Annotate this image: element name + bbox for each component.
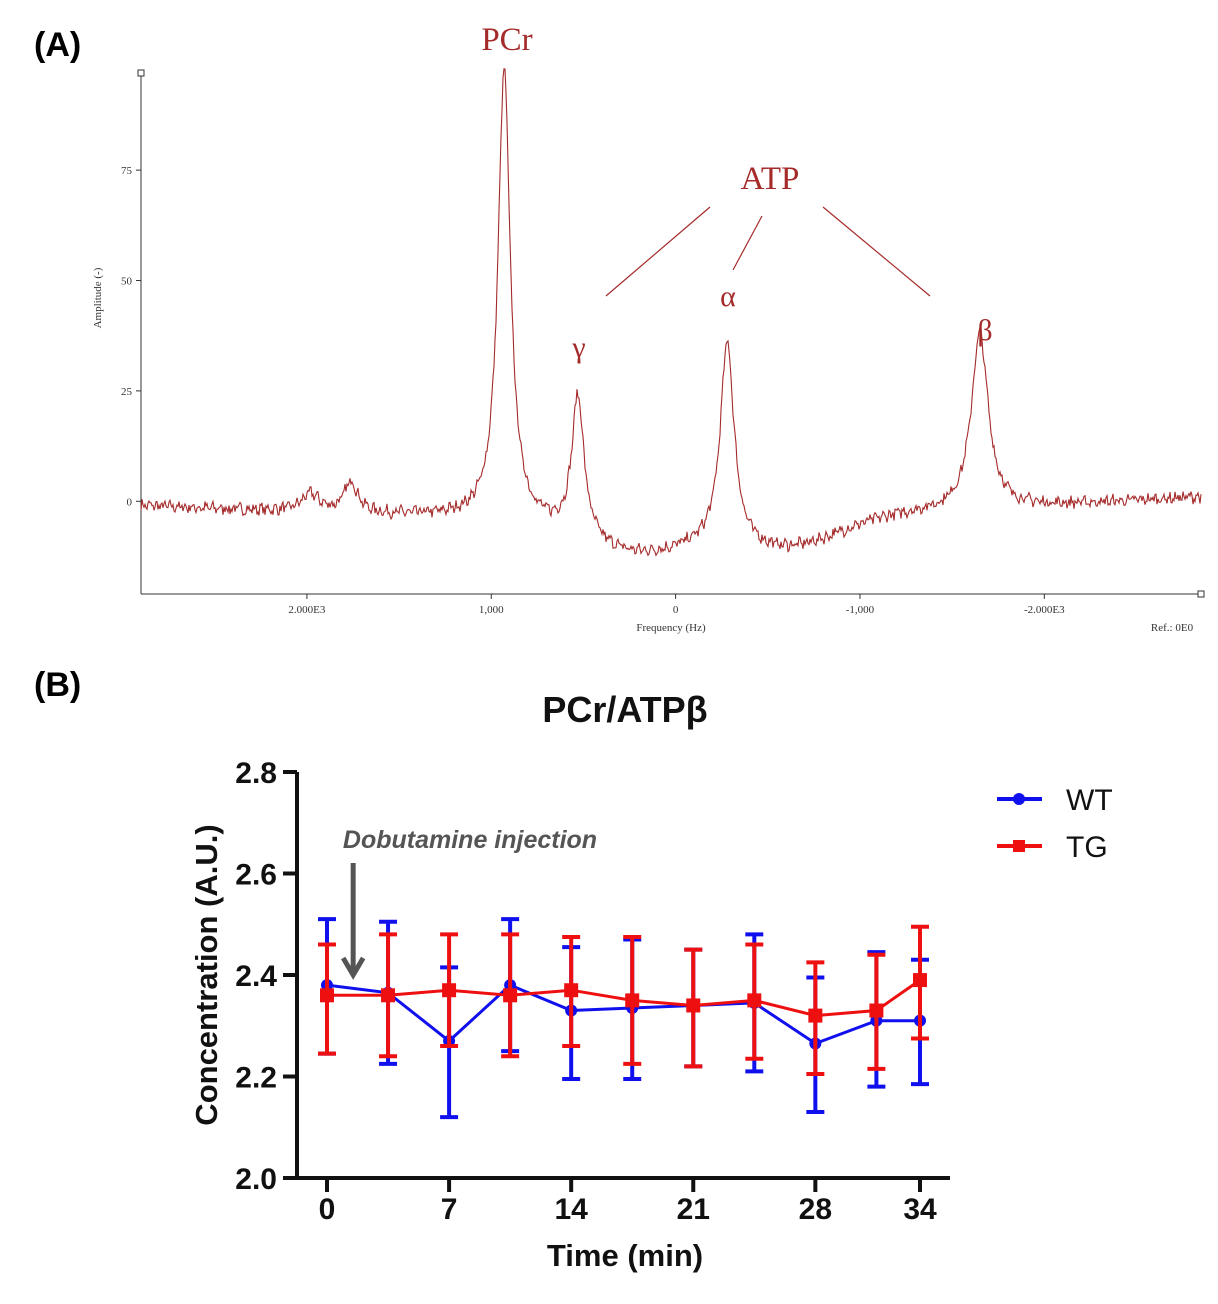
- tg-point: [320, 988, 334, 1003]
- y-axis-end-handle: [137, 69, 145, 77]
- wt-point: [626, 1001, 639, 1014]
- series-wt: [318, 917, 929, 1120]
- atp-beta-connector: [822, 206, 931, 297]
- tg-point: [869, 1003, 884, 1018]
- alpha-annotation: α: [720, 280, 736, 313]
- tg-point: [564, 983, 579, 998]
- legend-wt-marker-icon: [1013, 793, 1025, 805]
- gamma-annotation: γ: [571, 331, 585, 364]
- dobutamine-annotation: Dobutamine injection: [341, 826, 597, 980]
- beta-annotation: β: [977, 314, 992, 347]
- spectrum-x-tick-label: -2.000E3: [1024, 604, 1065, 616]
- ratio-x-tick-label: 14: [554, 1193, 588, 1226]
- ratio-x-tick-label: 7: [441, 1193, 458, 1226]
- spectrum-x-tick-label: -1,000: [846, 604, 875, 616]
- series-tg: [318, 924, 929, 1076]
- spectrum-ylabel: Amplitude (-): [92, 267, 104, 328]
- spectrum-x-tick-label: 1,000: [479, 604, 504, 616]
- legend-tg-label: TG: [1066, 831, 1108, 864]
- spectrum-axes: [137, 69, 1205, 598]
- ratio-x-tick-label: 28: [799, 1193, 832, 1226]
- wt-point: [687, 999, 700, 1012]
- tg-point: [686, 998, 701, 1013]
- tg-point: [913, 973, 927, 988]
- ratio-ylabel: Concentration (A.U.): [189, 824, 224, 1125]
- wt-point: [565, 1004, 578, 1017]
- legend-wt: WT: [997, 784, 1113, 817]
- ratio-axes: [295, 772, 950, 1180]
- dobutamine-label: Dobutamine injection: [343, 826, 597, 854]
- legend: WT TG: [997, 784, 1113, 864]
- spectrum-chart: 2.000E3 1,000 0 -1,000 -2.000E3 0 25 50 75 Frequ…: [92, 22, 1205, 634]
- ratio-y-tick-label: 2.6: [235, 859, 277, 892]
- ratio-x-tick-label: 21: [677, 1193, 710, 1226]
- tg-line: [327, 978, 921, 1018]
- ratio-x-tick-label: 0: [319, 1193, 336, 1226]
- wt-point: [748, 996, 761, 1009]
- ratio-y-tick-label: 2.8: [235, 757, 277, 790]
- atp-annotation: ATP: [741, 161, 800, 197]
- x-axis-end-handle: [1197, 590, 1205, 598]
- spectrum-ticks: 2.000E3 1,000 0 -1,000 -2.000E3 0 25 50 75: [121, 165, 1065, 616]
- wt-point: [443, 1034, 456, 1047]
- tg-point: [442, 983, 457, 998]
- panel-b-label: (B): [34, 666, 82, 704]
- spectrum-x-tick-label: 2.000E3: [288, 604, 325, 616]
- legend-tg: TG: [997, 831, 1108, 864]
- wt-point: [809, 1037, 822, 1050]
- tg-point: [808, 1008, 823, 1023]
- tg-point: [503, 988, 518, 1003]
- spectrum-ref-label: Ref.: 0E0: [1151, 622, 1194, 634]
- spectrum-trace: [140, 68, 1202, 557]
- atp-alpha-connector: [732, 215, 763, 271]
- wt-point: [914, 1014, 926, 1027]
- spectrum-y-tick-label: 75: [121, 165, 133, 177]
- legend-wt-label: WT: [1066, 784, 1113, 817]
- wt-point: [870, 1014, 883, 1027]
- peak-annotations: PCr ATP γ α β: [481, 22, 992, 364]
- atp-gamma-connector: [605, 206, 711, 297]
- spectrum-y-tick-label: 25: [121, 386, 133, 398]
- ratio-chart-title: PCr/ATPβ: [542, 689, 707, 730]
- spectrum-xlabel: Frequency (Hz): [636, 622, 706, 634]
- ratio-series: [318, 917, 929, 1120]
- ratio-y-tick-label: 2.2: [235, 1062, 277, 1095]
- tg-point: [381, 988, 396, 1003]
- ratio-y-tick-label: 2.0: [235, 1163, 277, 1196]
- spectrum-y-tick-label: 50: [121, 276, 133, 288]
- pcr-annotation: PCr: [481, 22, 532, 58]
- legend-tg-marker-icon: [1013, 840, 1025, 852]
- wt-point: [382, 986, 395, 999]
- dobutamine-arrow-icon: [341, 956, 366, 980]
- spectrum-y-tick-label: 0: [127, 496, 133, 508]
- wt-line: [326, 983, 920, 1046]
- tg-point: [747, 993, 762, 1008]
- tg-point: [625, 993, 640, 1008]
- ratio-ticks: 2.0 2.2 2.4 2.6 2.8 0 7 14 21 28 34: [235, 757, 937, 1226]
- ratio-x-tick-label: 34: [903, 1193, 937, 1226]
- wt-point: [321, 979, 333, 992]
- spectrum-x-tick-label: 0: [673, 604, 679, 616]
- panel-a-label: (A): [34, 26, 82, 64]
- wt-point: [504, 979, 517, 992]
- ratio-xlabel: Time (min): [547, 1238, 703, 1273]
- ratio-y-tick-label: 2.4: [235, 960, 277, 993]
